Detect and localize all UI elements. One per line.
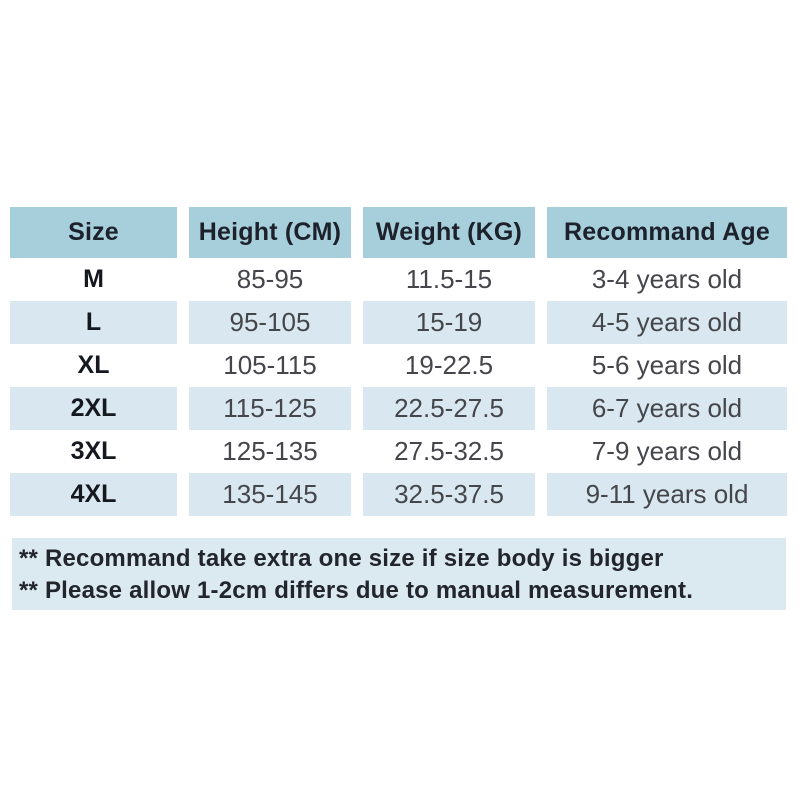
cell-size: M [10,258,177,301]
cell-weight: 27.5-32.5 [363,430,535,473]
cell-weight: 15-19 [363,301,535,344]
cell-age: 3-4 years old [547,258,787,301]
cell-height: 105-115 [189,344,351,387]
cell-age: 4-5 years old [547,301,787,344]
column-header-size: Size [10,207,177,258]
cell-size: 2XL [10,387,177,430]
notes-section: ** Recommand take extra one size if size… [12,538,786,610]
cell-weight: 11.5-15 [363,258,535,301]
cell-age: 6-7 years old [547,387,787,430]
cell-height: 95-105 [189,301,351,344]
note-size-up: ** Recommand take extra one size if size… [19,545,664,572]
cell-size: XL [10,344,177,387]
column-header-weight: Weight (KG) [363,207,535,258]
cell-weight: 19-22.5 [363,344,535,387]
cell-weight: 32.5-37.5 [363,473,535,516]
cell-size: 3XL [10,430,177,473]
column-header-height: Height (CM) [189,207,351,258]
cell-age: 7-9 years old [547,430,787,473]
cell-age: 5-6 years old [547,344,787,387]
cell-weight: 22.5-27.5 [363,387,535,430]
cell-height: 125-135 [189,430,351,473]
cell-height: 85-95 [189,258,351,301]
column-header-age: Recommand Age [547,207,787,258]
cell-size: L [10,301,177,344]
note-measurement-differs: ** Please allow 1-2cm differs due to man… [19,577,694,604]
size-chart-table: Size Height (CM) Weight (KG) Recommand A… [10,207,787,516]
cell-size: 4XL [10,473,177,516]
cell-height: 115-125 [189,387,351,430]
cell-age: 9-11 years old [547,473,787,516]
cell-height: 135-145 [189,473,351,516]
